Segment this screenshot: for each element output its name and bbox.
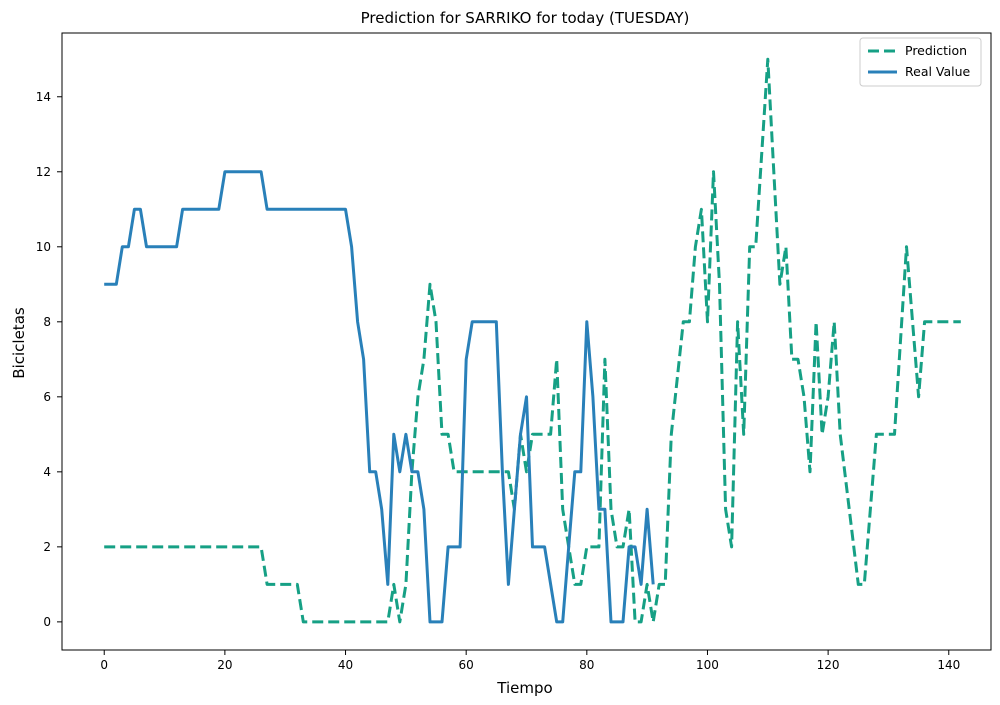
y-tick-label: 8 xyxy=(43,315,51,329)
series-line-real-value xyxy=(104,170,655,624)
y-tick-label: 4 xyxy=(43,465,51,479)
series-lines xyxy=(104,57,961,624)
x-tick-label: 40 xyxy=(338,658,353,672)
x-tick-label: 120 xyxy=(817,658,840,672)
x-axis-label: Tiempo xyxy=(496,679,552,697)
y-tick-label: 2 xyxy=(43,540,51,554)
legend-label-prediction: Prediction xyxy=(905,43,967,58)
x-tick-label: 60 xyxy=(459,658,474,672)
series-line-prediction xyxy=(104,57,961,624)
y-tick-label: 12 xyxy=(36,165,51,179)
y-tick-label: 0 xyxy=(43,615,51,629)
x-tick-label: 80 xyxy=(579,658,594,672)
legend: Prediction Real Value xyxy=(859,37,982,87)
y-tick-label: 14 xyxy=(36,90,51,104)
plot-area: 0 20 40 60 80 100 120 140 0 2 4 6 8 10 12 14 xyxy=(36,32,992,672)
x-tick-label: 140 xyxy=(937,658,960,672)
y-tick-label: 6 xyxy=(43,390,51,404)
x-tick-label: 0 xyxy=(100,658,108,672)
y-axis-label: Bicicletas xyxy=(10,307,28,379)
chart-title: Prediction for SARRIKO for today (TUESDA… xyxy=(361,9,690,27)
legend-label-real-value: Real Value xyxy=(905,64,971,79)
y-tick-label: 10 xyxy=(36,240,51,254)
x-tick-label: 100 xyxy=(696,658,719,672)
plot-frame xyxy=(61,32,992,651)
y-axis-ticks: 0 2 4 6 8 10 12 14 xyxy=(36,90,62,629)
x-axis-ticks: 0 20 40 60 80 100 120 140 xyxy=(100,650,960,672)
x-tick-label: 20 xyxy=(217,658,232,672)
